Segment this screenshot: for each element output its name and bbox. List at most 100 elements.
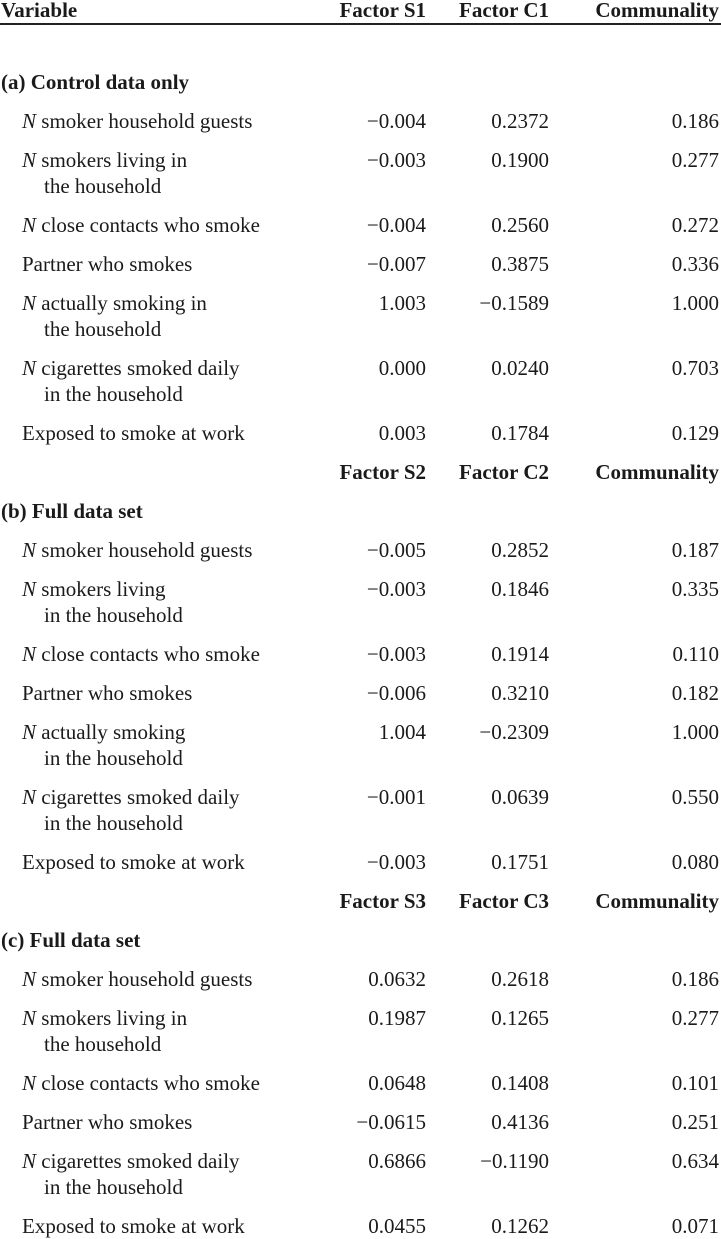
cell-communality: 0.187 [671,538,719,562]
cell-factor-c: 0.1265 [491,1006,549,1030]
row-label: N smokers living in the household [22,576,183,628]
row-label: N smokers living in the household [22,147,187,199]
header-col3: Communality [595,0,719,22]
italic-prefix: N [22,785,37,809]
header-col2: Factor C1 [459,0,549,22]
row-label-line: in the household [44,382,183,406]
row-label: N smoker household guests [22,537,252,563]
cell-factor-s: 1.004 [378,720,426,744]
cell-factor-s: 0.0632 [368,967,426,991]
row-label: Exposed to smoke at work [22,1213,245,1239]
cell-communality: 0.186 [671,967,719,991]
row-label-line: cigarettes smoked daily [41,356,240,380]
cell-factor-c: −0.1190 [480,1149,549,1173]
italic-prefix: N [22,967,37,991]
cell-factor-c: 0.1751 [491,850,549,874]
row-label-line: the household [44,174,162,198]
row-label-line: actually smoking [41,720,186,744]
row-label-line: in the household [44,1175,183,1199]
cell-factor-s: −0.005 [366,538,426,562]
row-label-line: smokers living in [41,148,188,172]
row-label-line: smoker household guests [41,967,253,991]
row-label-line: Partner who smokes [22,252,193,276]
cell-factor-c: −0.2309 [479,720,549,744]
italic-prefix: N [22,642,37,666]
cell-factor-s: −0.004 [366,213,426,237]
cell-communality: 0.703 [671,356,719,380]
cell-communality: 0.251 [671,1110,719,1134]
row-label: Partner who smokes [22,251,192,277]
row-label: N cigarettes smoked daily in the househol… [22,355,240,407]
row-label-line: the household [44,1032,162,1056]
cell-communality: 0.277 [671,148,719,172]
cell-communality: 1.000 [671,291,719,315]
cell-factor-c: 0.1900 [491,148,549,172]
cell-factor-s: −0.007 [366,252,426,276]
cell-communality: 1.000 [671,720,719,744]
cell-factor-c: 0.2618 [491,967,549,991]
row-label: N actually smoking in the household [22,719,185,771]
row-label-line: the household [44,317,162,341]
subheader-col1: Factor S2 [339,460,426,484]
italic-prefix: N [22,1006,37,1030]
row-label: N close contacts who smoke [22,1070,260,1096]
italic-prefix: N [22,1149,37,1173]
cell-factor-s: 0.000 [378,356,426,380]
cell-communality: 0.336 [671,252,719,276]
subheader-col1: Factor S3 [339,889,426,913]
subheader-col3: Communality [595,889,719,913]
row-label-line: smoker household guests [41,538,253,562]
italic-prefix: N [22,109,37,133]
row-label-line: close contacts who smoke [41,1071,260,1095]
cell-factor-c: 0.1914 [491,642,549,666]
cell-factor-s: −0.003 [366,148,426,172]
italic-prefix: N [22,720,37,744]
cell-communality: 0.277 [671,1006,719,1030]
row-label-line: cigarettes smoked daily [41,785,240,809]
cell-communality: 0.129 [671,421,719,445]
cell-communality: 0.634 [671,1149,719,1173]
row-label: N actually smoking in the household [22,290,207,342]
italic-prefix: N [22,291,37,315]
cell-factor-s: −0.003 [366,642,426,666]
cell-factor-s: −0.003 [366,577,426,601]
cell-factor-c: 0.4136 [491,1110,549,1134]
row-label: Partner who smokes [22,680,192,706]
row-label-line: in the household [44,811,183,835]
italic-prefix: N [22,148,37,172]
cell-factor-s: −0.004 [366,109,426,133]
panel-title: (c) Full data set [1,928,141,952]
row-label: N close contacts who smoke [22,212,260,238]
cell-factor-s: −0.0615 [356,1110,426,1134]
row-label: N cigarettes smoked daily in the househol… [22,784,240,836]
cell-factor-s: 0.0455 [368,1214,426,1238]
subheader-col2: Factor C2 [459,460,549,484]
cell-factor-c: 0.1408 [491,1071,549,1095]
row-label-line: smokers living [41,577,166,601]
cell-factor-c: 0.3875 [491,252,549,276]
italic-prefix: N [22,213,37,237]
row-label-line: close contacts who smoke [41,213,260,237]
cell-communality: 0.335 [671,577,719,601]
row-label-line: actually smoking in [41,291,207,315]
row-label: N smoker household guests [22,108,252,134]
row-label-line: Partner who smokes [22,681,193,705]
italic-prefix: N [22,538,37,562]
panel-title: (a) Control data only [1,70,190,94]
cell-communality: 0.101 [671,1071,719,1095]
cell-factor-s: 0.6866 [368,1149,426,1173]
cell-factor-c: 0.0639 [491,785,549,809]
row-label-line: Exposed to smoke at work [22,421,245,445]
cell-communality: 0.110 [672,642,719,666]
cell-factor-c: 0.1846 [491,577,549,601]
row-label-line: in the household [44,603,183,627]
row-label-line: in the household [44,746,183,770]
cell-factor-s: 0.1987 [368,1006,426,1030]
row-label-line: Partner who smokes [22,1110,193,1134]
subheader-col3: Communality [595,460,719,484]
row-label-line: cigarettes smoked daily [41,1149,240,1173]
cell-factor-s: −0.006 [366,681,426,705]
row-label-line: close contacts who smoke [41,642,260,666]
cell-communality: 0.071 [671,1214,719,1238]
row-label-line: smoker household guests [41,109,253,133]
